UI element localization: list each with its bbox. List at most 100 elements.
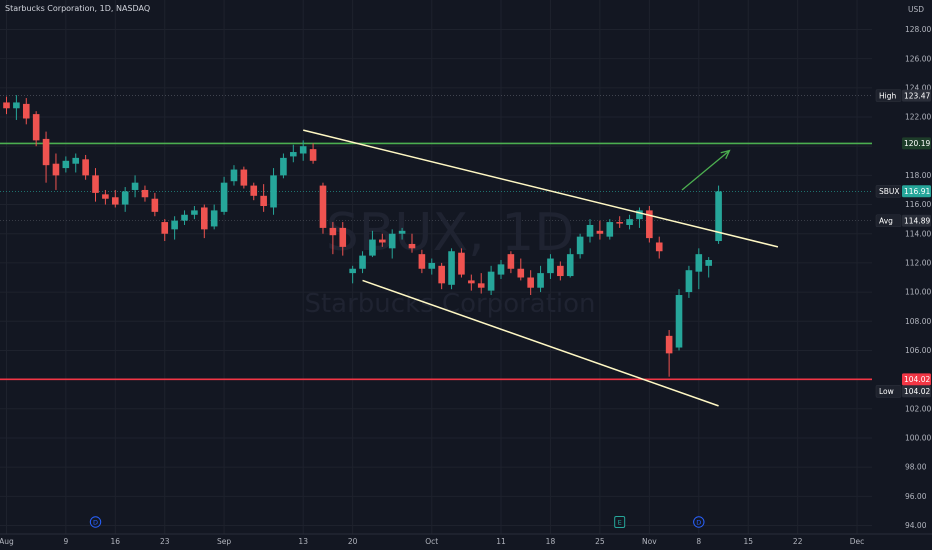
candle-body [141,189,149,198]
price-tag-name-box [875,385,902,398]
candle-body [695,254,703,272]
candle-body [22,103,30,119]
candle-body [151,198,159,212]
y-tick-label: 112.00 [905,259,931,268]
price-tag-name-box [875,214,902,228]
price-tag-value: 104.02 [904,375,930,384]
x-tick-label: 8 [696,537,701,546]
earnings-marker [614,516,626,528]
time-axis[interactable]: Aug91623Sep1320Oct111825Nov81522Dec13 [0,533,932,546]
candle-body [408,243,416,249]
price-tag-value: 123.47 [904,91,930,100]
price-tag-value: 114.89 [904,216,930,225]
price-tag-value: 116.91 [904,187,930,196]
y-tick-label: 118.00 [905,171,931,180]
y-tick-label: 102.00 [905,404,931,413]
candle-body [596,230,604,234]
candlesticks [3,95,722,377]
y-tick-label: 94.00 [905,521,927,530]
candle-body [191,210,198,215]
x-tick-label: 22 [793,537,803,546]
candle-body [82,159,89,176]
candle-body [131,182,139,190]
candle-body [359,255,366,269]
candle-body [121,191,129,205]
candle-body [181,214,188,221]
candle-body [369,239,376,256]
event-marker-letter: E [618,519,622,527]
candle-body [576,236,584,255]
x-tick-label: Oct [425,537,438,546]
candle-body [210,210,218,227]
candle-body [547,258,554,274]
horizontal-levels [0,95,872,381]
x-tick-label: 18 [546,537,556,546]
y-tick-label: 126.00 [905,54,931,63]
candle-body [240,169,248,186]
drawings[interactable] [303,129,779,407]
candle-body [566,254,574,277]
upper-channel-line [303,129,779,248]
x-tick-label: Sep [217,537,231,546]
x-tick-label: Dec [850,537,865,546]
chart-title: Starbucks Corporation, 1D, NASDAQ [5,4,150,13]
x-tick-label: 9 [63,537,68,546]
candle-body [448,251,455,285]
y-tick-label: 124.00 [905,83,931,92]
event-marker-letter: D [93,519,98,527]
candle-body [477,283,485,288]
candle-body [517,268,525,278]
candle-body [329,227,337,236]
candle-body [418,254,426,269]
price-tag [902,373,931,386]
y-tick-label: 108.00 [905,317,931,326]
candle-body [606,222,614,237]
candle-body [3,102,10,109]
candle-body [665,335,673,354]
candle-body [62,160,70,169]
y-tick-label: 116.00 [905,200,931,209]
candle-body [586,224,594,237]
projection-arrow [681,150,730,191]
candle-body [280,157,287,176]
candle-body [557,265,564,277]
candle-body [497,264,505,275]
candle-body [507,254,515,269]
candle-body [260,195,267,207]
candle-body [161,222,169,234]
candle-body [438,265,445,284]
candle-body [102,194,109,199]
candle-body [458,252,465,275]
price-tag-name-box [875,184,902,198]
candle-body [349,268,356,274]
currency-label[interactable]: USD [908,5,924,14]
candle-body [201,207,208,230]
event-marker-letter: D [696,519,701,527]
price-axis[interactable]: 94.0096.0098.00100.00102.00104.00106.001… [905,25,931,530]
candle-body [487,271,495,291]
price-tag-name: High [879,91,896,100]
y-tick-label: 122.00 [905,113,931,122]
watermark-name: Starbucks Corporation [304,289,595,319]
candle-body [379,239,386,243]
candle-body [655,242,663,252]
candle-body [171,220,178,230]
price-tag [902,214,931,227]
candle-body [675,295,683,348]
x-tick-label: 16 [111,537,121,546]
price-markers: 120.19 104.02 123.47 High 116.91 SBUX 114.89 Av… [875,89,931,398]
x-tick-label: 15 [743,537,753,546]
price-tag [902,137,931,150]
candle-body [72,157,80,164]
price-tag-name: Low [879,387,894,396]
y-tick-label: 98.00 [905,463,927,472]
price-tag-name: SBUX [879,187,900,196]
candle-body [537,273,544,288]
x-tick-label: 13 [298,537,308,546]
x-tick-label: 11 [496,537,506,546]
candle-body [299,146,307,154]
candle-body [319,185,327,228]
